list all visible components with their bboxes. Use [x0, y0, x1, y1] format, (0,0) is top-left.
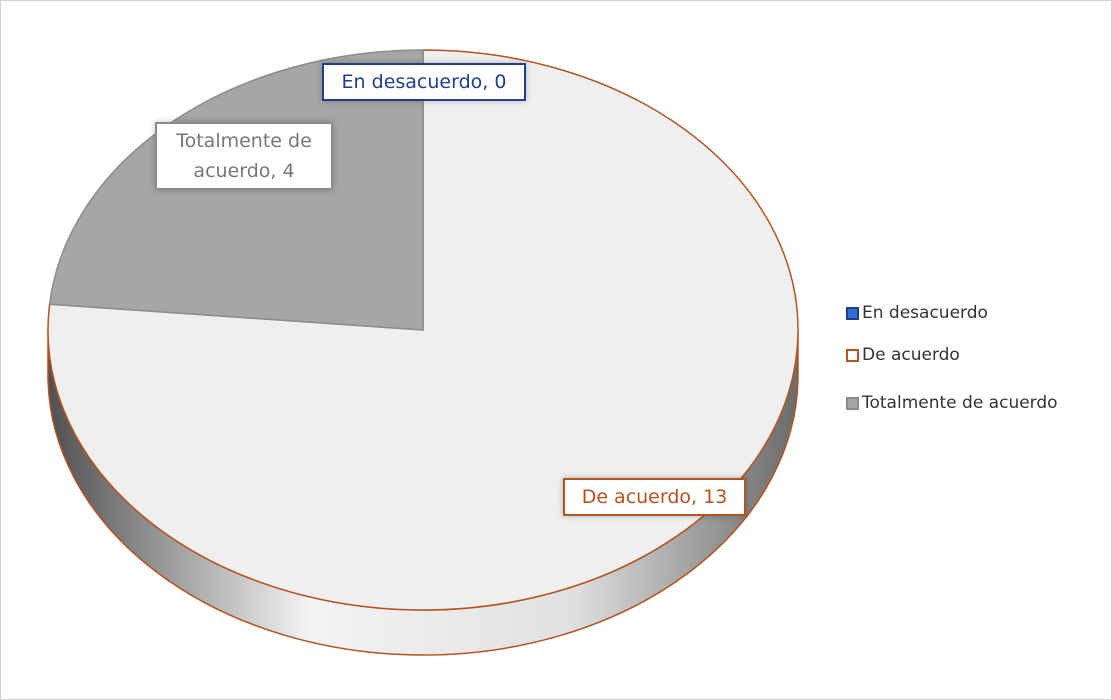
legend-label: Totalmente de acuerdo	[862, 393, 1058, 413]
data-label: De acuerdo, 13	[563, 478, 746, 516]
pie-slice	[47, 49, 799, 611]
legend-label: De acuerdo	[862, 345, 960, 365]
data-label: Totalmente de acuerdo, 4	[155, 122, 333, 190]
legend-item: Totalmente de acuerdo	[846, 393, 1058, 413]
legend-item: En desacuerdo	[846, 303, 988, 323]
legend-label: En desacuerdo	[862, 303, 988, 323]
legend-swatch	[846, 348, 859, 362]
legend-swatch	[846, 306, 859, 320]
data-label: En desacuerdo, 0	[322, 63, 526, 101]
legend-item: De acuerdo	[846, 345, 960, 365]
legend-swatch	[846, 396, 859, 410]
